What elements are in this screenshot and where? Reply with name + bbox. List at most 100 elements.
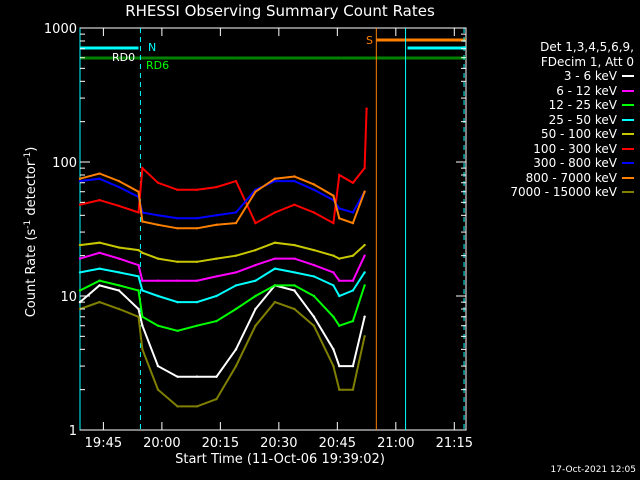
y-tick-label: 10 bbox=[60, 290, 77, 305]
legend-swatch bbox=[622, 191, 634, 194]
series-point bbox=[137, 315, 140, 318]
series-point bbox=[234, 284, 238, 287]
legend-item: 7000 - 15000 keV bbox=[482, 185, 634, 200]
series-point bbox=[117, 257, 121, 260]
x-tick-label: 20:15 bbox=[202, 436, 239, 451]
annotation-label: RD6 bbox=[146, 59, 169, 72]
series-point bbox=[98, 251, 101, 255]
series-point bbox=[363, 166, 366, 170]
series-point bbox=[254, 248, 257, 252]
series-point bbox=[234, 179, 238, 183]
series-point bbox=[141, 324, 144, 327]
series-point bbox=[141, 251, 144, 255]
series-point bbox=[363, 271, 366, 274]
series-point bbox=[98, 300, 101, 304]
legend-label: 800 - 7000 keV bbox=[525, 170, 617, 185]
series-point bbox=[254, 263, 257, 267]
series-point bbox=[141, 220, 144, 223]
series-point bbox=[312, 248, 316, 252]
series-point bbox=[78, 271, 82, 274]
series-point bbox=[338, 388, 341, 391]
series-point bbox=[312, 275, 316, 278]
series-point bbox=[215, 294, 218, 298]
timestamp: 17-Oct-2021 12:05 bbox=[550, 465, 636, 475]
series-point bbox=[293, 289, 296, 292]
annotation-label: S bbox=[366, 34, 373, 47]
series-point bbox=[141, 289, 144, 292]
series-point bbox=[176, 300, 179, 304]
series-point bbox=[141, 348, 144, 351]
legend-label: 50 - 100 keV bbox=[540, 127, 617, 141]
series-point bbox=[215, 319, 218, 323]
series-point bbox=[351, 254, 355, 257]
series-point bbox=[78, 257, 82, 260]
series-point bbox=[176, 375, 179, 378]
legend-swatch bbox=[622, 147, 634, 150]
legend-item: 6 - 12 keV bbox=[482, 84, 634, 99]
y-title-exp-2: -1 bbox=[22, 151, 33, 161]
plot-frame bbox=[79, 27, 467, 431]
series-line bbox=[79, 172, 366, 230]
series-point bbox=[363, 335, 366, 338]
legend-label: 25 - 50 keV bbox=[548, 112, 617, 127]
annotations: N RD0 RD6 S bbox=[112, 34, 373, 72]
series-point bbox=[351, 388, 355, 391]
series-point bbox=[78, 177, 82, 180]
series-point bbox=[78, 243, 82, 247]
series-point bbox=[117, 271, 121, 274]
legend-label: 3 - 6 keV bbox=[563, 69, 617, 83]
series-point bbox=[273, 284, 277, 287]
series-point bbox=[254, 221, 257, 225]
series-point bbox=[98, 267, 101, 270]
x-axis-title: Start Time (11-Oct-06 19:39:02) bbox=[175, 452, 385, 467]
series-point bbox=[156, 364, 160, 368]
series-point bbox=[332, 348, 335, 351]
series-point bbox=[254, 324, 257, 327]
series-point bbox=[273, 241, 277, 244]
series-point bbox=[254, 307, 257, 311]
series-point bbox=[137, 263, 140, 267]
series-point bbox=[312, 188, 316, 192]
legend-item: 3 - 6 keV bbox=[482, 69, 634, 84]
series-point bbox=[363, 254, 366, 257]
series-point bbox=[273, 211, 277, 214]
legend-swatch bbox=[622, 162, 634, 165]
series-point bbox=[332, 271, 335, 274]
series-point bbox=[365, 107, 368, 110]
series-point bbox=[312, 183, 316, 186]
series-point bbox=[117, 179, 121, 183]
y-tick-label: 1 bbox=[69, 424, 77, 439]
series-point bbox=[195, 375, 199, 378]
series-point bbox=[141, 315, 144, 318]
series-point bbox=[338, 364, 341, 368]
series-point bbox=[234, 211, 238, 214]
x-tick-label: 20:00 bbox=[143, 436, 180, 451]
series-point bbox=[137, 289, 140, 292]
legend-header-2: FDecim 1, Att 0 bbox=[540, 54, 634, 69]
series-point bbox=[98, 284, 101, 287]
y-title-part-1: Count Rate (s bbox=[24, 228, 40, 318]
series-point bbox=[254, 279, 257, 282]
y-axis-title: Count Rate (s-1 detector-1) bbox=[23, 147, 39, 318]
series-point bbox=[293, 175, 296, 178]
series-point bbox=[215, 214, 218, 217]
legend-swatch bbox=[622, 176, 634, 179]
legend: Det 1,3,4,5,6,9, FDecim 1, Att 0 3 - 6 k… bbox=[482, 40, 634, 200]
series-point bbox=[137, 307, 140, 311]
series-point bbox=[234, 254, 238, 257]
series-point bbox=[273, 257, 277, 260]
series-point bbox=[338, 207, 341, 210]
series-point bbox=[215, 223, 218, 226]
series-point bbox=[156, 214, 160, 217]
series-point bbox=[234, 307, 238, 311]
series-point bbox=[234, 348, 238, 351]
series-point bbox=[195, 188, 199, 192]
series-point bbox=[78, 289, 82, 292]
series-point bbox=[98, 177, 101, 180]
series-point bbox=[351, 181, 355, 184]
series-point bbox=[312, 263, 316, 267]
series-point bbox=[332, 194, 335, 197]
series-point bbox=[156, 181, 160, 184]
series-point bbox=[141, 279, 144, 282]
series-point bbox=[312, 324, 316, 327]
